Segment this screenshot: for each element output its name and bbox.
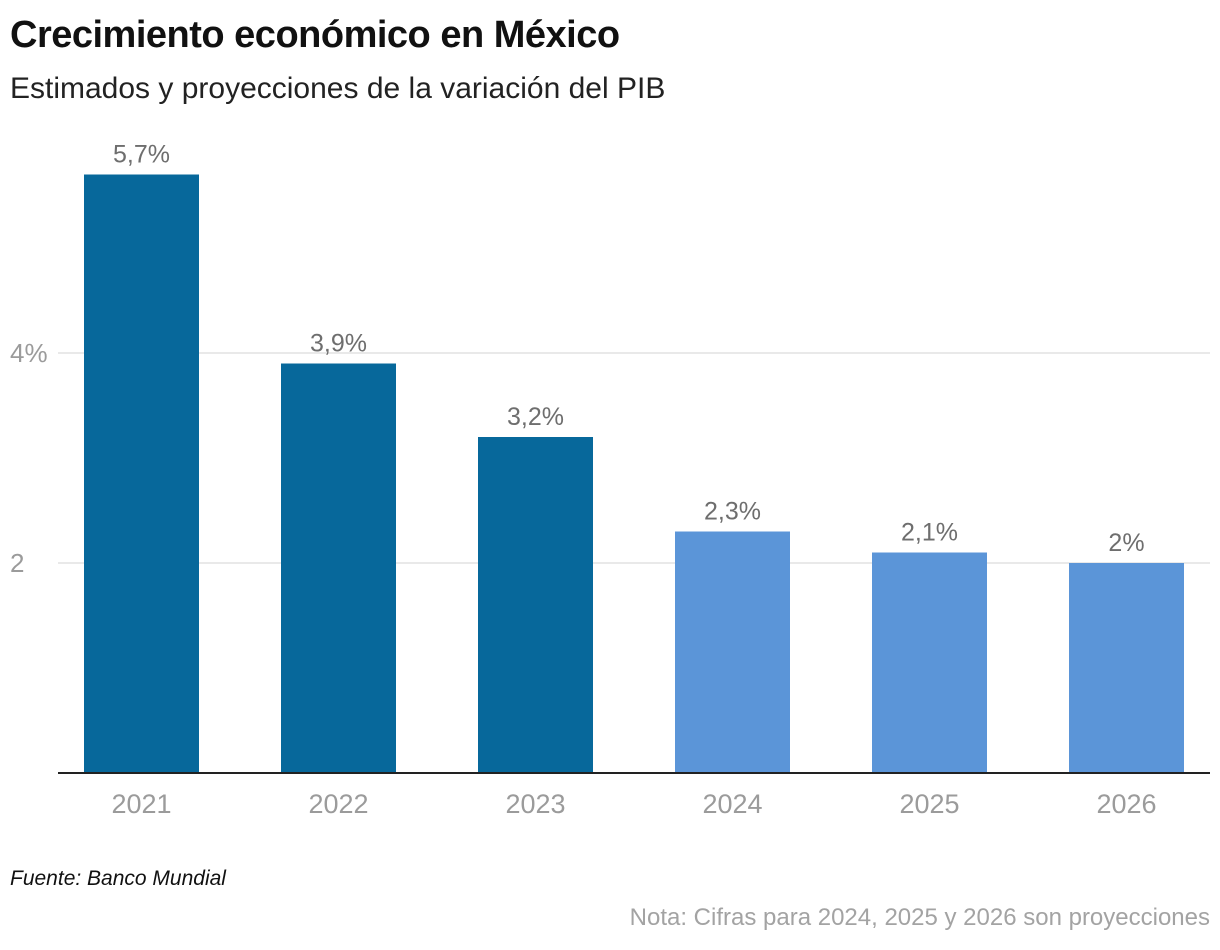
projection-note: Nota: Cifras para 2024, 2025 y 2026 son … [629,904,1210,931]
x-axis-ticks: 2021 2022 2023 2024 2025 2026 [111,789,1156,819]
bar-2023 [478,437,593,773]
bar-2021 [84,174,199,773]
x-tick-label-2025: 2025 [899,789,959,819]
chart-subtitle: Estimados y proyecciones de la variación… [10,72,666,105]
bar-2026 [1069,563,1184,773]
bars [84,174,1184,773]
gridlines [58,352,1210,564]
chart-title: Crecimiento económico en México [10,14,620,56]
value-label-2021: 5,7% [113,141,170,169]
value-label-2024: 2,3% [704,498,761,526]
value-label-2026: 2% [1108,529,1144,557]
x-tick-label-2026: 2026 [1096,789,1156,819]
value-label-2023: 3,2% [507,403,564,431]
bar-2022 [281,363,396,773]
y-tick-label: 2 [10,548,24,578]
x-tick-label-2024: 2024 [702,789,762,819]
value-label-2022: 3,9% [310,330,367,358]
y-axis-ticks: 2 4% [10,338,48,578]
x-tick-label-2022: 2022 [308,789,368,819]
value-labels: 5,7% 3,9% 3,2% 2,3% 2,1% 2% [113,141,1145,558]
value-label-2025: 2,1% [901,519,958,547]
bar-2025 [872,552,987,773]
y-tick-label: 4% [10,338,48,368]
x-tick-label-2023: 2023 [505,789,565,819]
x-tick-label-2021: 2021 [111,789,171,819]
bar-2024 [675,531,790,773]
source-note: Fuente: Banco Mundial [10,867,226,890]
